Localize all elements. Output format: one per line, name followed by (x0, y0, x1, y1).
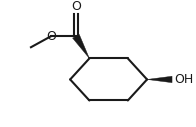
Polygon shape (147, 76, 172, 83)
Text: OH: OH (174, 73, 193, 86)
Polygon shape (73, 34, 89, 58)
Text: O: O (71, 0, 81, 13)
Text: O: O (46, 30, 56, 43)
